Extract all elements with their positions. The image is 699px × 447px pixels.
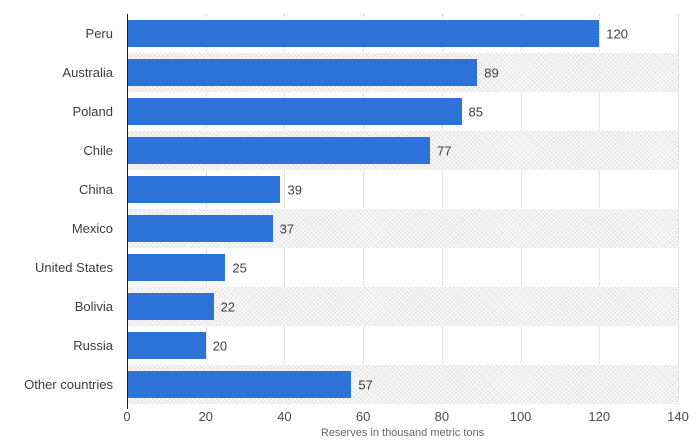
category-label: China	[79, 182, 113, 197]
bar-row: 77	[127, 131, 678, 170]
category-label: Bolivia	[74, 299, 113, 314]
bar-row: 20	[127, 326, 678, 365]
bar-row: 57	[127, 365, 678, 404]
bar[interactable]	[127, 332, 206, 359]
bar-value-label: 57	[358, 377, 373, 392]
bar-row: 37	[127, 209, 678, 248]
bar-row: 25	[127, 248, 678, 287]
bar-value-label: 120	[606, 26, 628, 41]
bar-value-label: 22	[220, 299, 236, 314]
category-label: Poland	[72, 104, 113, 119]
category-label: Peru	[85, 26, 113, 41]
bar-row: 39	[127, 170, 678, 209]
bar-row: 22	[127, 287, 678, 326]
category-label: Mexico	[71, 221, 113, 236]
category-label: Other countries	[24, 377, 113, 392]
bar[interactable]	[127, 59, 478, 86]
x-tick-label: 40	[277, 409, 292, 424]
bar-value-label: 25	[232, 260, 247, 275]
bar[interactable]	[127, 176, 281, 203]
bar-row: 89	[127, 53, 678, 92]
bar-value-label: 20	[212, 338, 228, 353]
bar-value-label: 85	[468, 104, 483, 119]
bar[interactable]	[127, 20, 600, 47]
x-axis-tick-labels: 0 20 40 60 80 100 120 140	[123, 409, 688, 425]
bar-value-label: 37	[279, 221, 295, 236]
bar-value-label: 77	[437, 143, 452, 158]
x-tick-label: 120	[588, 409, 611, 424]
y-axis-line	[127, 14, 128, 409]
x-tick-label: 100	[509, 409, 532, 424]
category-label: Chile	[83, 143, 113, 158]
x-tick-label: 140	[667, 409, 689, 424]
bar[interactable]	[127, 293, 214, 320]
bar[interactable]	[127, 137, 431, 164]
gridline	[678, 14, 679, 404]
plot-area: 120 89 85 77 39 37 25 22 20 57	[127, 14, 679, 409]
x-tick-label: 80	[434, 409, 450, 424]
bar[interactable]	[127, 215, 273, 242]
bar[interactable]	[127, 254, 226, 281]
category-label: Australia	[62, 65, 113, 80]
category-label: United States	[34, 260, 113, 275]
bar[interactable]	[127, 371, 352, 398]
rows: 120 89 85 77 39 37 25 22 20 57	[127, 14, 678, 404]
bar-row: 120	[127, 14, 678, 53]
category-label: Russia	[73, 338, 113, 353]
x-tick-label: 60	[355, 409, 371, 424]
x-tick-label: 0	[123, 409, 131, 424]
bar-value-label: 39	[287, 182, 302, 197]
x-tick-label: 20	[198, 409, 213, 424]
bar-row: 85	[127, 92, 678, 131]
y-axis-category-labels: Peru Australia Poland Chile China Mexico Unite…	[0, 14, 120, 404]
bar[interactable]	[127, 98, 462, 125]
bar-value-label: 89	[484, 65, 499, 80]
x-axis-title: Reserves in thousand metric tons	[320, 427, 485, 439]
